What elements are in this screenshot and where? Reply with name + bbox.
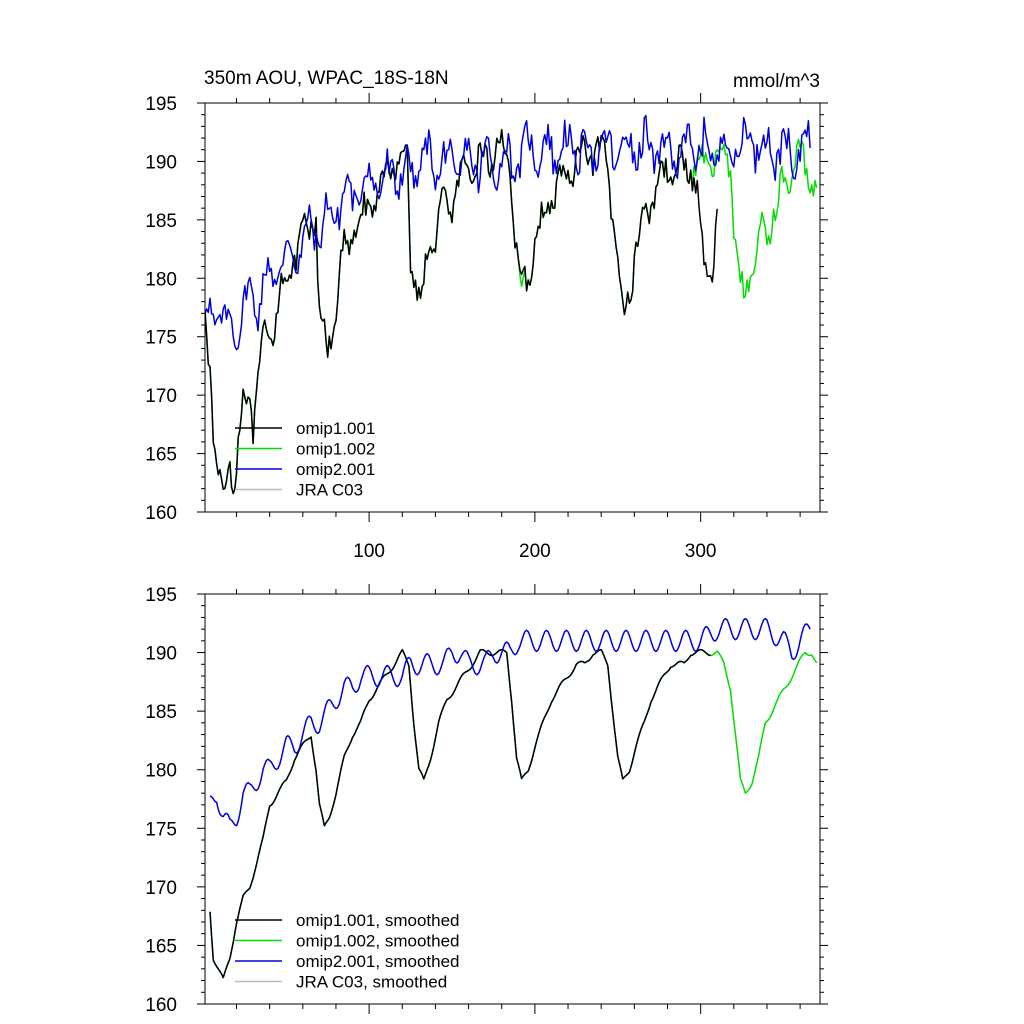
x-tick-label: 200 (519, 541, 551, 562)
legend-label: omip2.001, smoothed (296, 952, 460, 971)
series-line-omip2-001 (205, 114, 811, 351)
top-panel: 160 165 170 175 180 185 190 195 100 200 300 omip1.0… (145, 93, 828, 562)
y-tick-label: 195 (145, 94, 177, 115)
legend-label: omip1.002 (296, 440, 375, 459)
top-panel-title: 350m AOU, WPAC_18S-18N (204, 68, 449, 89)
y-tick-label: 185 (145, 702, 177, 723)
y-tick-label: 185 (145, 211, 177, 232)
series-line-omip2-001-smoothed (209, 617, 811, 827)
y-tick-label: 190 (145, 644, 177, 665)
y-tick-label: 180 (145, 761, 177, 782)
y-tick-label: 195 (145, 585, 177, 606)
series-lines (209, 617, 818, 979)
y-tick-label: 165 (145, 936, 177, 957)
plot-frame (204, 102, 821, 513)
y-tick-label: 180 (145, 269, 177, 290)
bottom-panel: 160 165 170 175 180 185 190 195 omip1.001, smoot… (145, 584, 828, 1016)
y-tick-label: 170 (145, 386, 177, 407)
top-panel-units: mmol/m^3 (733, 71, 820, 92)
legend-label: omip1.001 (296, 419, 375, 438)
y-tick-label: 165 (145, 445, 177, 466)
legend-label: JRA C03 (296, 481, 363, 500)
plot-frame (204, 593, 821, 1005)
x-tick-label: 300 (685, 541, 717, 562)
y-tick-label: 170 (145, 878, 177, 899)
x-tick-label: 100 (353, 541, 385, 562)
legend-label: omip1.001, smoothed (296, 911, 460, 930)
legend-label: omip2.001 (296, 460, 375, 479)
y-tick-label: 175 (145, 819, 177, 840)
y-tick-label: 190 (145, 152, 177, 173)
y-tick-label: 160 (145, 503, 177, 524)
y-tick-label: 175 (145, 328, 177, 349)
legend-label: omip1.002, smoothed (296, 932, 460, 951)
legend-label: JRA C03, smoothed (296, 973, 447, 992)
series-lines (205, 114, 818, 495)
y-tick-label: 160 (145, 995, 177, 1016)
series-line-omip1-001-smoothed (209, 648, 711, 979)
